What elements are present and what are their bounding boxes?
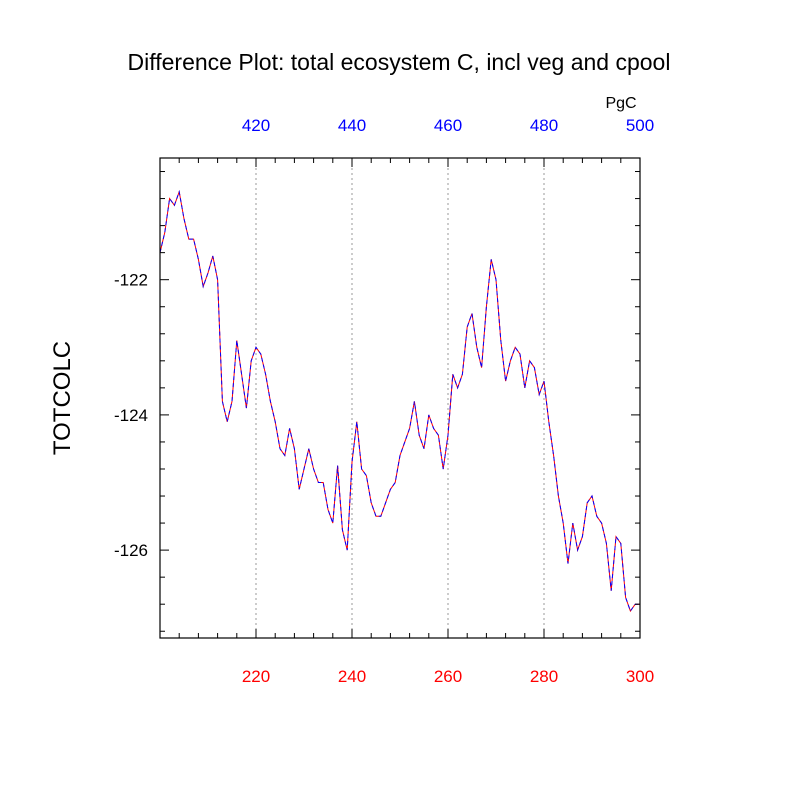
top-x-tick-label: 460 (434, 116, 462, 135)
y-tick-label: -122 (114, 271, 148, 290)
series-line (159, 189, 640, 613)
top-x-tick-label: 480 (530, 116, 558, 135)
chart-title: Difference Plot: total ecosystem C, incl… (128, 49, 671, 75)
x-tick-label: 220 (242, 667, 270, 686)
y-tick-label: -124 (114, 406, 148, 425)
axis-ticks (160, 158, 640, 638)
x-tick-label: 260 (434, 667, 462, 686)
axis-tick-labels: 220 240 260 280 300 420 440 460 480 500 -122 -124 -1… (114, 116, 654, 686)
series-line-solid (159, 189, 640, 613)
top-x-tick-label: 500 (626, 116, 654, 135)
top-x-tick-label: 420 (242, 116, 270, 135)
plot-frame (159, 157, 641, 639)
series-line-dashed (159, 189, 640, 613)
y-axis-label: TOTCOLC (49, 341, 76, 455)
top-x-tick-label: 440 (338, 116, 366, 135)
grid-lines (255, 158, 545, 638)
units-label: PgC (605, 95, 636, 112)
x-tick-label: 280 (530, 667, 558, 686)
y-tick-label: -126 (114, 541, 148, 560)
x-tick-label: 240 (338, 667, 366, 686)
x-tick-label: 300 (626, 667, 654, 686)
